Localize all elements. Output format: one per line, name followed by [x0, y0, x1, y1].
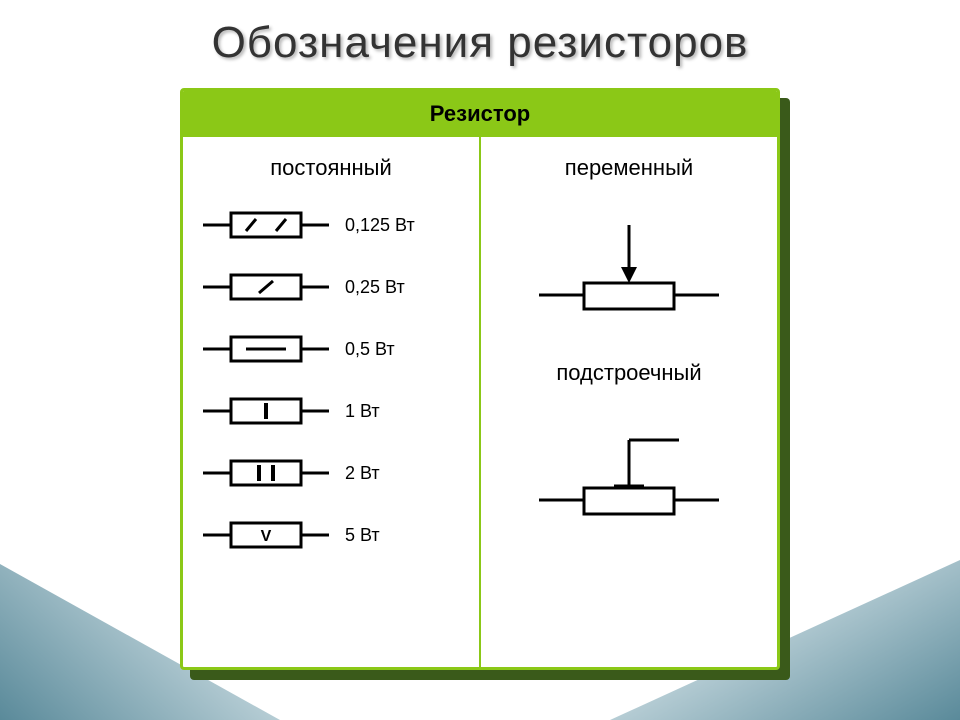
column-variable: переменный подстроечный [481, 137, 777, 667]
trimmer-block: подстроечный [491, 360, 767, 535]
row-05: 0,5 Вт [193, 329, 469, 369]
symbol-025w-icon [201, 267, 331, 307]
symbol-05w-icon [201, 329, 331, 369]
card-header: Резистор [183, 91, 777, 137]
label-2w: 2 Вт [345, 463, 380, 484]
label-1w: 1 Вт [345, 401, 380, 422]
symbol-2w-icon [201, 453, 331, 493]
variable-title: переменный [491, 155, 767, 181]
fixed-title: постоянный [193, 155, 469, 181]
row-025: 0,25 Вт [193, 267, 469, 307]
row-0125: 0,125 Вт [193, 205, 469, 245]
label-05w: 0,5 Вт [345, 339, 395, 360]
label-5w: 5 Вт [345, 525, 380, 546]
label-0125w: 0,125 Вт [345, 215, 415, 236]
row-2: 2 Вт [193, 453, 469, 493]
svg-text:V: V [261, 528, 272, 545]
label-025w: 0,25 Вт [345, 277, 405, 298]
card-body-wrap: Резистор постоянный 0,125 Вт [180, 88, 780, 670]
trimmer-title: подстроечный [491, 360, 767, 386]
column-fixed: постоянный 0,125 Вт [183, 137, 481, 667]
symbol-variable-icon [529, 215, 729, 325]
symbol-0125w-icon [201, 205, 331, 245]
symbol-5w-icon: V [201, 515, 331, 555]
resistor-card: Резистор постоянный 0,125 Вт [180, 88, 780, 670]
symbol-trimmer-icon [529, 420, 729, 530]
card-columns: постоянный 0,125 Вт [183, 137, 777, 667]
variable-block: переменный [491, 155, 767, 330]
row-1: 1 Вт [193, 391, 469, 431]
page-title: Обозначения резисторов [0, 0, 960, 68]
row-5: V 5 Вт [193, 515, 469, 555]
symbol-1w-icon [201, 391, 331, 431]
